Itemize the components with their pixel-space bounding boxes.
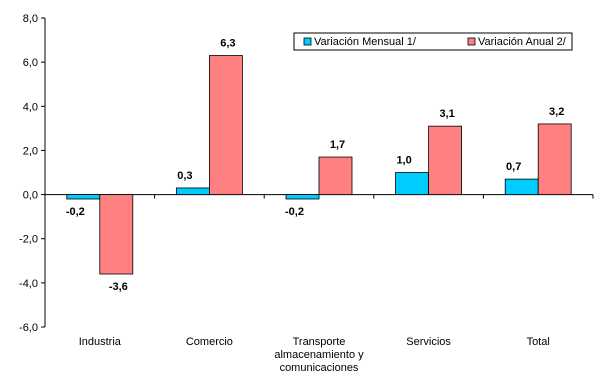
bar-mensual [175, 187, 210, 195]
category-label: almacenamiento y [274, 349, 364, 361]
category-label: Servicios [406, 336, 451, 348]
data-label: 6,3 [220, 38, 235, 50]
y-tick-label: 8,0 [23, 13, 38, 25]
data-label: 1,7 [330, 139, 345, 151]
legend-label: Variación Anual 2/ [478, 36, 567, 48]
y-tick-label: 6,0 [23, 57, 38, 69]
data-labels: -0,2 0,3 -0,2 1,0 0,7 -3,6 6,3 1,7 3,1 3,2 [66, 38, 565, 294]
category-label: Transporte [293, 336, 346, 348]
bars [66, 55, 572, 275]
bar-anual [318, 156, 353, 195]
category-label: Industria [79, 336, 122, 348]
legend-swatch [467, 37, 476, 46]
bar-anual [428, 125, 463, 195]
data-label: -0,2 [285, 206, 304, 218]
data-label: 1,0 [396, 155, 411, 167]
data-label: -0,2 [66, 206, 85, 218]
legend-box [293, 32, 573, 51]
legend: Variación Mensual 1/Variación Anual 2/ [293, 32, 573, 51]
data-label: 0,7 [506, 161, 521, 173]
category-label: Comercio [186, 336, 233, 348]
legend-swatch [303, 37, 312, 46]
bar-mensual [395, 172, 430, 195]
category-label: comunicaciones [280, 362, 359, 374]
data-label: -3,6 [109, 281, 128, 293]
bar-anual [537, 123, 572, 195]
data-label: 0,3 [177, 170, 192, 182]
y-tick-label: -2,0 [19, 234, 38, 246]
data-label: 3,2 [549, 106, 564, 118]
y-tick-label: 2,0 [23, 145, 38, 157]
bar-mensual [66, 194, 101, 200]
y-tick-label: 0,0 [23, 190, 38, 202]
bar-mensual [285, 194, 320, 200]
legend-label: Variación Mensual 1/ [314, 36, 417, 48]
data-label: 3,1 [439, 108, 454, 120]
y-tick-label: -6,0 [19, 322, 38, 334]
bar-mensual [504, 178, 539, 195]
y-tick-label: -4,0 [19, 278, 38, 290]
bar-anual [208, 55, 243, 195]
bar-anual [99, 194, 134, 275]
category-label: Total [527, 336, 550, 348]
y-tick-label: 4,0 [23, 101, 38, 113]
